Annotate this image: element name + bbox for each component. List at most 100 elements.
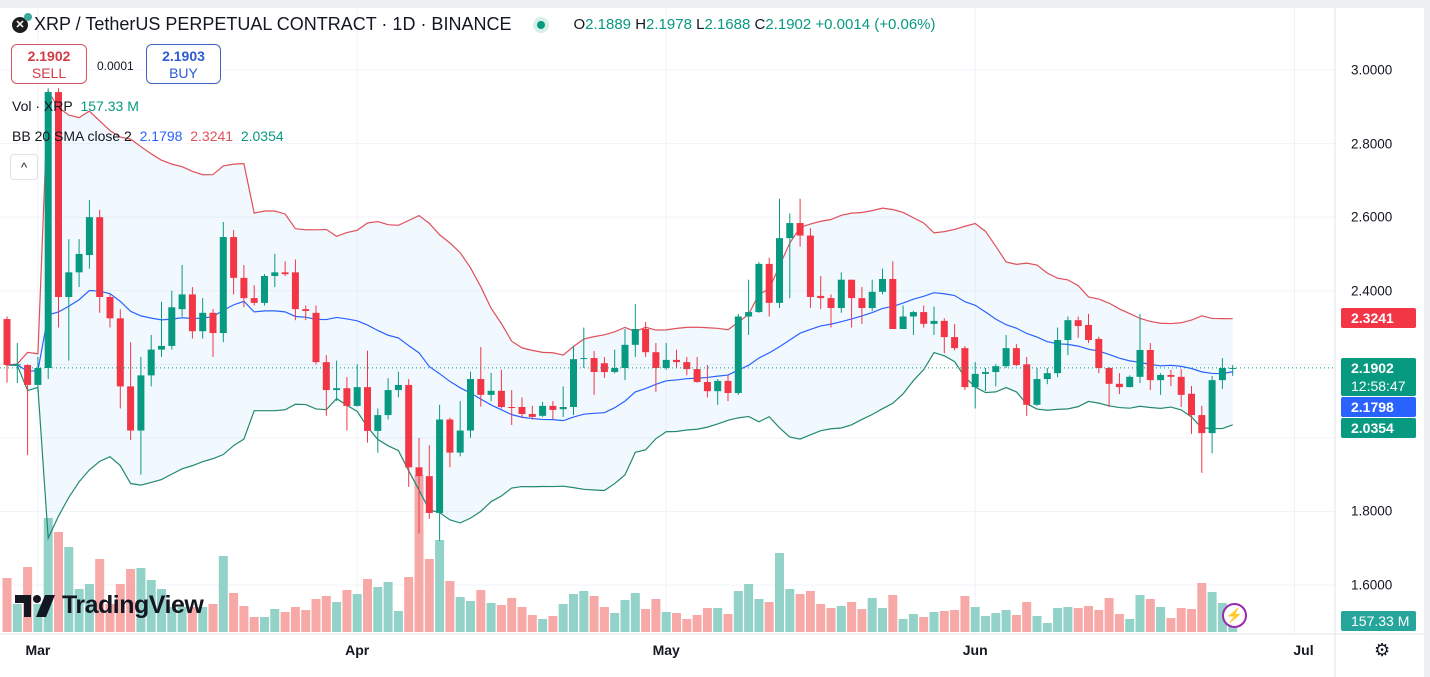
candle-body <box>384 390 392 416</box>
candle-body <box>75 253 83 273</box>
candle-body <box>703 381 711 392</box>
tradingview-logo[interactable]: TradingView <box>15 591 204 620</box>
candle-body <box>734 316 742 394</box>
volume-badge: 157.33 M <box>1341 611 1416 631</box>
candle-body <box>168 307 176 346</box>
candle-body <box>96 217 104 297</box>
volume-bar <box>1135 595 1145 632</box>
volume-bar <box>744 584 754 632</box>
candle-body <box>188 294 196 332</box>
volume-bar <box>579 591 589 632</box>
candle-body <box>394 384 402 391</box>
volume-bar <box>342 590 352 632</box>
volume-bar <box>970 607 980 632</box>
buy-label: BUY <box>169 65 198 81</box>
volume-bar <box>672 613 681 632</box>
volume-bar <box>981 616 990 632</box>
volume-bar <box>960 596 970 632</box>
volume-bar <box>1228 626 1238 632</box>
volume-bar <box>352 594 362 632</box>
bb-fill <box>7 91 1233 539</box>
volume-legend[interactable]: Vol · XRP 157.33 M <box>12 98 139 114</box>
time-axis-label: Jun <box>962 642 988 658</box>
volume-bar <box>991 613 1001 632</box>
candle-body <box>765 263 773 303</box>
price-axis-label: 1.6000 <box>1351 577 1393 593</box>
volume-bar <box>1063 607 1073 632</box>
volume-bar <box>74 589 84 632</box>
volume-bar <box>105 604 115 632</box>
bb-upper-line <box>6 89 1233 366</box>
candle-body <box>590 358 598 373</box>
volume-bar <box>569 594 578 632</box>
price-axis-label: 3.0000 <box>1351 62 1393 78</box>
candle-body <box>1085 324 1092 341</box>
candle-body <box>549 405 557 410</box>
time-axis-label: May <box>652 642 680 658</box>
candle-body <box>364 387 371 431</box>
candle-body <box>673 359 680 363</box>
candle-body <box>899 316 907 330</box>
candle-body <box>127 386 135 431</box>
volume-bar <box>1114 614 1124 632</box>
bb-legend[interactable]: BB 20 SMA close 2 2.1798 2.3241 2.0354 <box>12 128 284 144</box>
chart-container[interactable]: ✕ XRP / TetherUS PERPETUAL CONTRACT · 1D… <box>0 8 1424 677</box>
lightning-icon[interactable]: ⚡ <box>1222 603 1247 628</box>
sell-button[interactable]: 2.1902 SELL <box>11 44 87 84</box>
symbol-title[interactable]: XRP / TetherUS PERPETUAL CONTRACT · 1D ·… <box>34 14 512 34</box>
volume-bar <box>754 599 764 632</box>
price-chart[interactable] <box>0 8 1424 677</box>
candle-body <box>611 367 619 373</box>
volume-bar <box>414 475 424 632</box>
price-axis-label: 1.8000 <box>1351 503 1393 519</box>
chevron-up-icon: ^ <box>20 160 28 175</box>
volume-bar <box>95 559 105 632</box>
candle-body <box>436 419 444 513</box>
volume-bar <box>249 617 259 632</box>
volume-bar <box>280 612 290 632</box>
candle-body <box>858 298 866 309</box>
volume-bar <box>363 579 372 632</box>
candle-body <box>1136 349 1144 377</box>
bb-basis-badge: 2.1798 <box>1341 397 1416 417</box>
settings-icon[interactable]: ⚙ <box>1374 640 1391 660</box>
volume-bar <box>775 553 784 632</box>
volume-bar <box>198 607 208 632</box>
volume-bar <box>950 610 960 632</box>
candle-body <box>1095 338 1103 368</box>
volume-bar <box>260 617 269 632</box>
volume-bar <box>435 540 445 632</box>
volume-bar <box>589 596 599 632</box>
candle-body <box>848 279 856 299</box>
volume-bar <box>2 578 12 632</box>
volume-bar <box>785 589 795 632</box>
volume-bar <box>651 599 661 632</box>
volume-bar <box>888 595 898 632</box>
volume-bar <box>1042 623 1052 632</box>
volume-bar <box>496 605 506 632</box>
volume-bar <box>929 612 939 632</box>
candle-body <box>662 359 670 368</box>
candle-body <box>302 309 310 311</box>
time-axis-label: Jul <box>1293 642 1314 658</box>
buy-button[interactable]: 2.1903 BUY <box>146 44 221 84</box>
candle-body <box>570 359 577 407</box>
candle-body <box>34 367 42 385</box>
candle-body <box>467 379 474 431</box>
volume-bar <box>373 587 383 632</box>
candle-body <box>621 344 629 368</box>
volume-bar <box>1145 599 1155 632</box>
volume-bar <box>836 606 846 632</box>
volume-bar <box>476 590 486 632</box>
collapse-legend-button[interactable]: ^ <box>10 154 38 180</box>
candle-body <box>85 217 93 256</box>
candle-body <box>1002 348 1010 367</box>
volume-bar <box>311 599 321 632</box>
volume-bar <box>847 602 857 632</box>
volume-bar <box>218 556 228 632</box>
candle-body <box>724 380 732 394</box>
volume-bar <box>1022 602 1032 632</box>
volume-bar <box>167 607 177 632</box>
volume-bar <box>404 577 414 632</box>
candle-body <box>1033 379 1041 405</box>
